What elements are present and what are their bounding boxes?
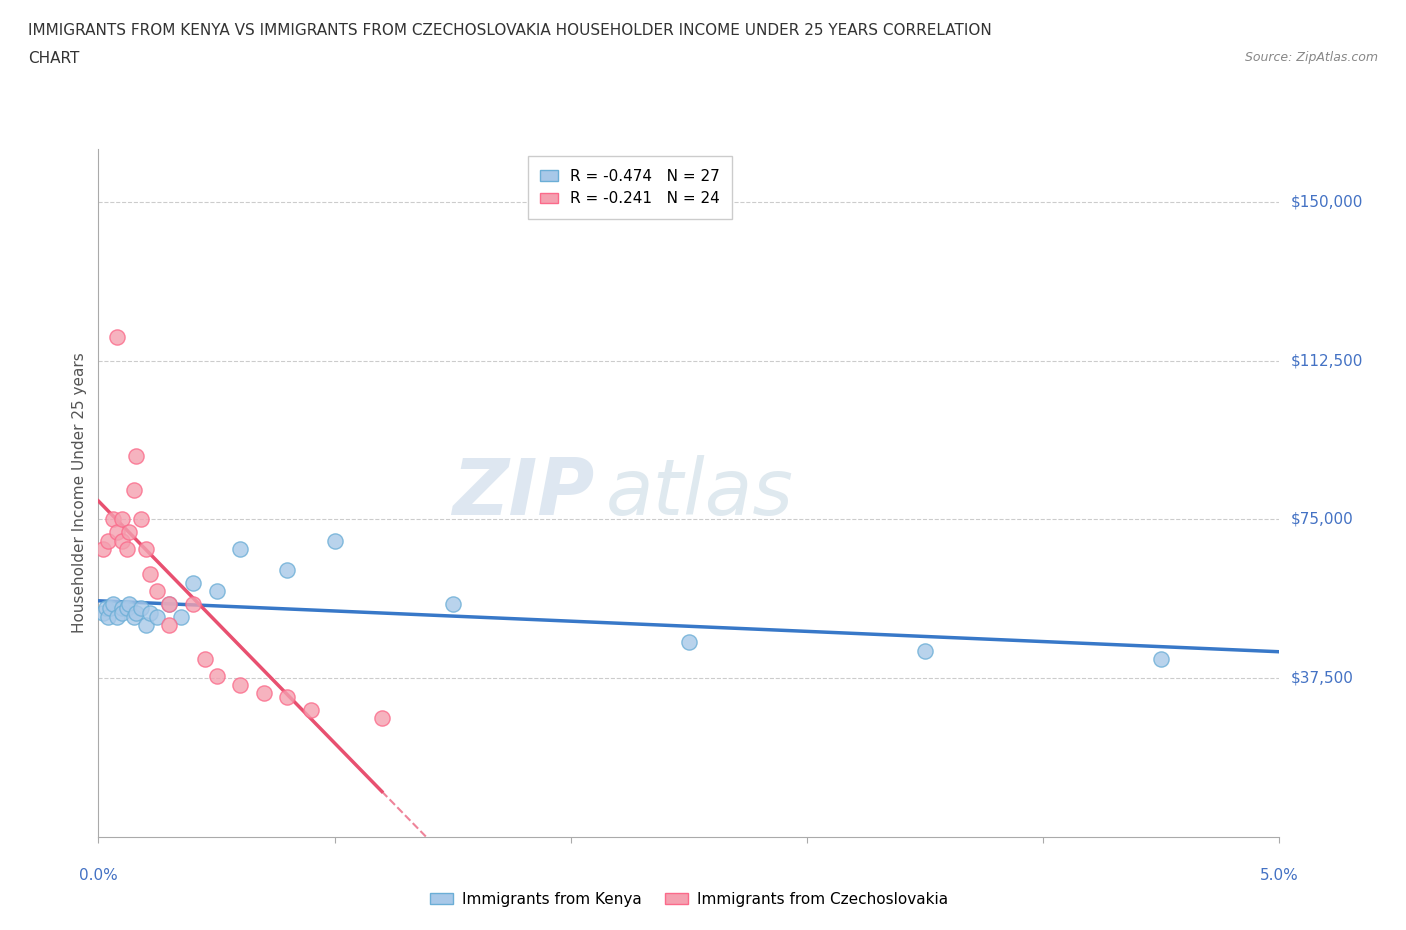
Legend: R = -0.474   N = 27, R = -0.241   N = 24: R = -0.474 N = 27, R = -0.241 N = 24 — [527, 156, 733, 219]
Point — [122, 609, 145, 624]
Point — [276, 563, 298, 578]
Text: IMMIGRANTS FROM KENYA VS IMMIGRANTS FROM CZECHOSLOVAKIA HOUSEHOLDER INCOME UNDER: IMMIGRANTS FROM KENYA VS IMMIGRANTS FROM… — [28, 23, 991, 38]
Point — [157, 597, 180, 612]
Point — [122, 483, 145, 498]
Point — [276, 690, 298, 705]
Text: $150,000: $150,000 — [1291, 194, 1362, 209]
Text: $75,000: $75,000 — [1291, 512, 1354, 527]
Point — [914, 644, 936, 658]
Point — [115, 601, 138, 616]
Point — [170, 609, 193, 624]
Text: atlas: atlas — [606, 455, 794, 531]
Point — [139, 567, 162, 582]
Point — [125, 448, 148, 463]
Point — [111, 605, 134, 620]
Point — [129, 512, 152, 526]
Point — [157, 618, 180, 632]
Point — [181, 576, 204, 591]
Point — [146, 609, 169, 624]
Point — [205, 584, 228, 599]
Point — [111, 512, 134, 526]
Point — [129, 601, 152, 616]
Point — [105, 609, 128, 624]
Point — [205, 669, 228, 684]
Point — [157, 597, 180, 612]
Text: ZIP: ZIP — [453, 455, 595, 531]
Point — [91, 605, 114, 620]
Point — [111, 533, 134, 548]
Point — [371, 711, 394, 725]
Point — [229, 677, 252, 692]
Text: CHART: CHART — [28, 51, 80, 66]
Point — [135, 541, 157, 556]
Point — [111, 601, 134, 616]
Point — [105, 525, 128, 539]
Point — [323, 533, 346, 548]
Point — [101, 597, 124, 612]
Point — [194, 652, 217, 667]
Text: 5.0%: 5.0% — [1260, 868, 1299, 883]
Point — [118, 597, 141, 612]
Point — [91, 541, 114, 556]
Point — [146, 584, 169, 599]
Point — [97, 609, 120, 624]
Point — [135, 618, 157, 632]
Point — [105, 330, 128, 345]
Text: $37,500: $37,500 — [1291, 671, 1354, 685]
Text: $112,500: $112,500 — [1291, 353, 1362, 368]
Point — [139, 605, 162, 620]
Y-axis label: Householder Income Under 25 years: Householder Income Under 25 years — [72, 352, 87, 633]
Point — [299, 702, 322, 717]
Point — [101, 512, 124, 526]
Text: 0.0%: 0.0% — [79, 868, 118, 883]
Point — [97, 533, 120, 548]
Point — [253, 685, 276, 700]
Text: Source: ZipAtlas.com: Source: ZipAtlas.com — [1244, 51, 1378, 64]
Point — [678, 635, 700, 650]
Point — [125, 605, 148, 620]
Point — [115, 541, 138, 556]
Point — [118, 525, 141, 539]
Point — [1150, 652, 1173, 667]
Point — [98, 601, 121, 616]
Point — [441, 597, 464, 612]
Point — [94, 601, 117, 616]
Point — [181, 597, 204, 612]
Legend: Immigrants from Kenya, Immigrants from Czechoslovakia: Immigrants from Kenya, Immigrants from C… — [423, 886, 955, 913]
Point — [229, 541, 252, 556]
